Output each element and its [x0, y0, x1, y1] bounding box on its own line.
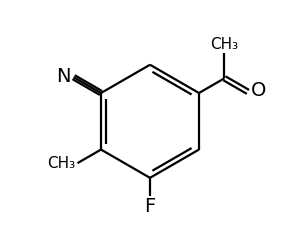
Text: F: F [144, 197, 156, 216]
Text: CH₃: CH₃ [210, 37, 238, 52]
Text: N: N [56, 67, 70, 86]
Text: O: O [251, 81, 267, 100]
Text: CH₃: CH₃ [47, 156, 75, 171]
